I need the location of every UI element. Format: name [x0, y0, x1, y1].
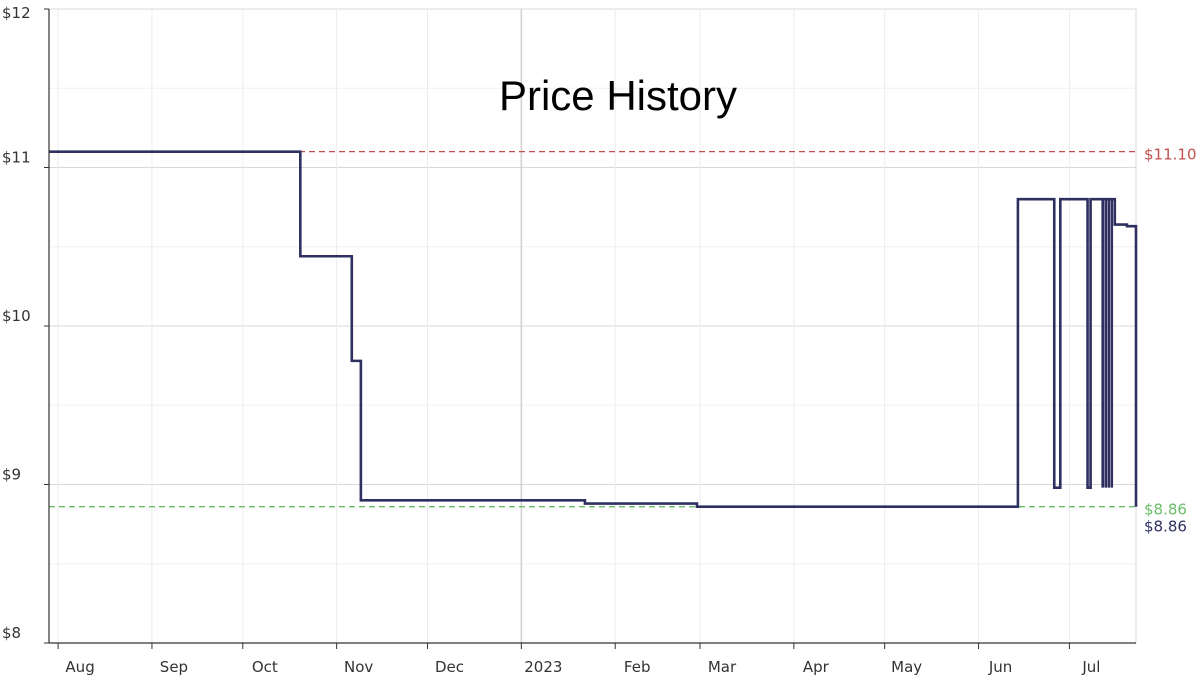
reference-line-label: $8.86 [1144, 501, 1187, 519]
reference-lines [49, 150, 1136, 508]
grid-lines [49, 8, 1137, 644]
x-tick-label: Oct [252, 658, 278, 676]
x-tick-label: Feb [624, 658, 651, 676]
x-tick-label: Apr [803, 658, 830, 676]
x-tick-label: Jul [1081, 658, 1100, 676]
x-tick-label: Jun [988, 658, 1012, 676]
y-tick-label: $8 [2, 624, 21, 642]
y-tick-label: $12 [2, 4, 31, 22]
x-tick-label: May [891, 658, 922, 676]
x-tick-label: Dec [435, 658, 464, 676]
y-tick-label: $10 [2, 307, 31, 325]
x-tick-label: 2023 [524, 658, 562, 676]
x-tick-label: Nov [344, 658, 373, 676]
reference-line-label: $11.10 [1144, 146, 1197, 164]
x-tick-label: Aug [65, 658, 94, 676]
chart-title: Price History [499, 72, 737, 119]
x-tick-label: Sep [160, 658, 188, 676]
tick-labels: $8 $9 $10 $11 $12 Aug Sep Oct Nov Dec 2023 Feb Mar Ap… [2, 4, 1197, 676]
y-tick-label: $11 [2, 149, 31, 167]
current-price-label: $8.86 [1144, 518, 1187, 536]
axes [44, 8, 1136, 649]
x-tick-label: Mar [708, 658, 737, 676]
price-step-line [49, 150, 1138, 508]
y-tick-label: $9 [2, 466, 21, 484]
price-series [49, 150, 1138, 508]
